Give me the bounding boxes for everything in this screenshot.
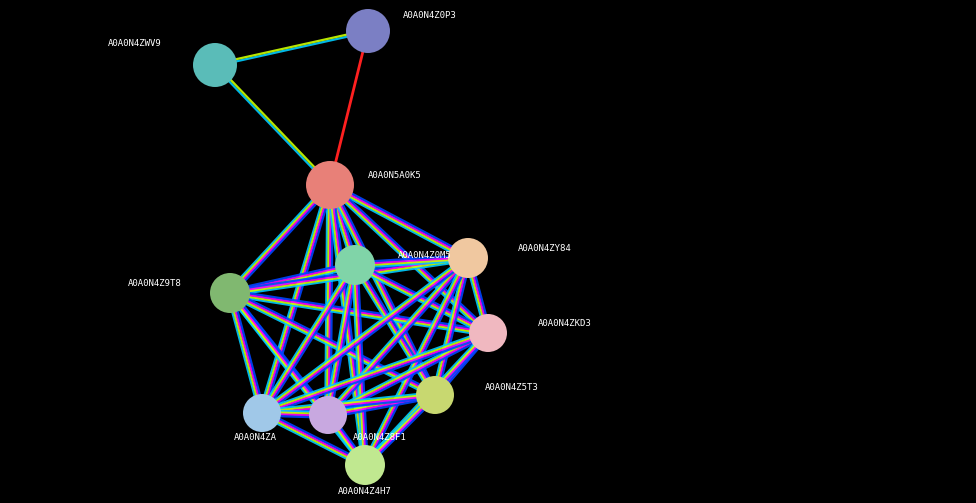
Text: A0A0N4ZKD3: A0A0N4ZKD3 (538, 318, 591, 327)
Text: A0A0N4ZA: A0A0N4ZA (233, 434, 276, 443)
Circle shape (448, 238, 488, 278)
Text: A0A0N5A0K5: A0A0N5A0K5 (368, 171, 422, 180)
Text: A0A0N4Z4H7: A0A0N4Z4H7 (338, 486, 392, 495)
Circle shape (346, 9, 390, 53)
Circle shape (193, 43, 237, 87)
Text: A0A0N4Z0M5: A0A0N4Z0M5 (398, 250, 452, 260)
Circle shape (416, 376, 454, 414)
Circle shape (306, 161, 354, 209)
Circle shape (243, 394, 281, 432)
Circle shape (335, 245, 375, 285)
Circle shape (345, 445, 385, 485)
Text: A0A0N4ZY84: A0A0N4ZY84 (518, 243, 572, 253)
Circle shape (469, 314, 507, 352)
Text: A0A0N4Z0P3: A0A0N4Z0P3 (403, 11, 457, 20)
Text: A0A0N4Z8F1: A0A0N4Z8F1 (353, 434, 407, 443)
Text: A0A0N4ZWV9: A0A0N4ZWV9 (108, 39, 162, 47)
Circle shape (309, 396, 347, 434)
Circle shape (210, 273, 250, 313)
Text: A0A0N4Z5T3: A0A0N4Z5T3 (485, 382, 539, 391)
Text: A0A0N4Z9T8: A0A0N4Z9T8 (128, 279, 182, 288)
